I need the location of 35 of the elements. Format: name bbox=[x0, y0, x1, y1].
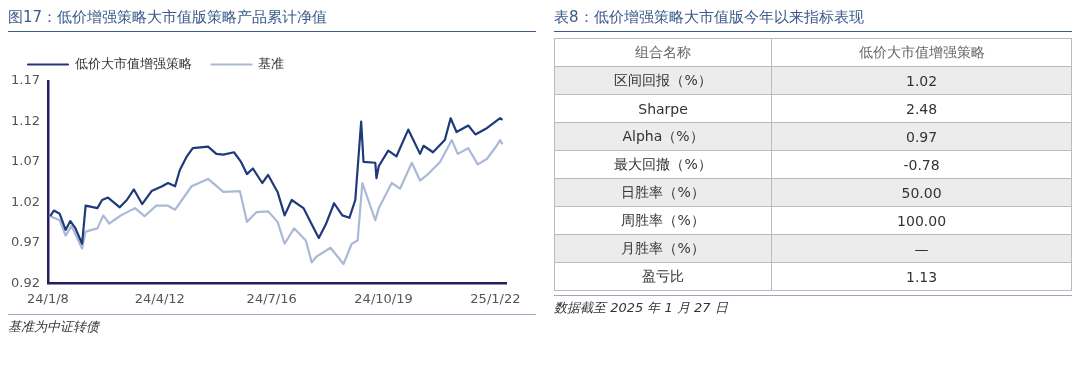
data-label: 0.97 bbox=[771, 122, 1072, 151]
text: 数据截至 2025 年 1 月 27 日 bbox=[554, 299, 729, 317]
category-label: 最大回撤（%） bbox=[554, 150, 772, 179]
y-tick-label: 0.92 bbox=[10, 274, 40, 290]
x-tick-label: 24/7/16 bbox=[246, 290, 297, 306]
data-label: 1.13 bbox=[771, 262, 1072, 291]
data-label: 50.00 bbox=[771, 178, 1072, 207]
category-label: Sharpe bbox=[554, 94, 772, 123]
text: 组合名称 bbox=[554, 38, 772, 67]
category-label: 区间回报（%） bbox=[554, 66, 772, 95]
y-tick-label: 0.97 bbox=[10, 234, 40, 250]
x-tick-label: 24/10/19 bbox=[354, 290, 413, 306]
category-label: 日胜率（%） bbox=[554, 178, 772, 207]
category-label: 盈亏比 bbox=[554, 262, 772, 291]
chart-title: 图17：低价增强策略大市值版策略产品累计净值 bbox=[8, 8, 536, 32]
y-tick-label: 1.02 bbox=[10, 193, 40, 209]
legend-label: 低价大市值增强策略 bbox=[74, 55, 192, 71]
x-tick-label: 25/1/22 bbox=[470, 290, 521, 306]
text: 基准为中证转债 bbox=[8, 318, 101, 336]
data-label: -0.78 bbox=[771, 150, 1072, 179]
y-tick-label: 1.17 bbox=[10, 72, 40, 88]
x-tick-label: 24/1/8 bbox=[27, 290, 69, 306]
category-label: 月胜率（%） bbox=[554, 234, 772, 263]
data-label: 2.48 bbox=[771, 94, 1072, 123]
text: 表8：低价增强策略大市值版今年以来指标表现 bbox=[554, 8, 1072, 32]
y-tick-label: 1.07 bbox=[10, 153, 40, 169]
data-label: 1.02 bbox=[771, 66, 1072, 95]
x-tick-label: 24/4/12 bbox=[134, 290, 185, 306]
legend-label: 基准 bbox=[258, 55, 284, 71]
category-label: Alpha（%） bbox=[554, 122, 772, 151]
series-label: 低价大市值增强策略 bbox=[771, 38, 1072, 67]
category-label: 周胜率（%） bbox=[554, 206, 772, 235]
data-label: 100.00 bbox=[771, 206, 1072, 235]
data-label: — bbox=[771, 234, 1072, 263]
y-tick-label: 1.12 bbox=[10, 112, 40, 128]
